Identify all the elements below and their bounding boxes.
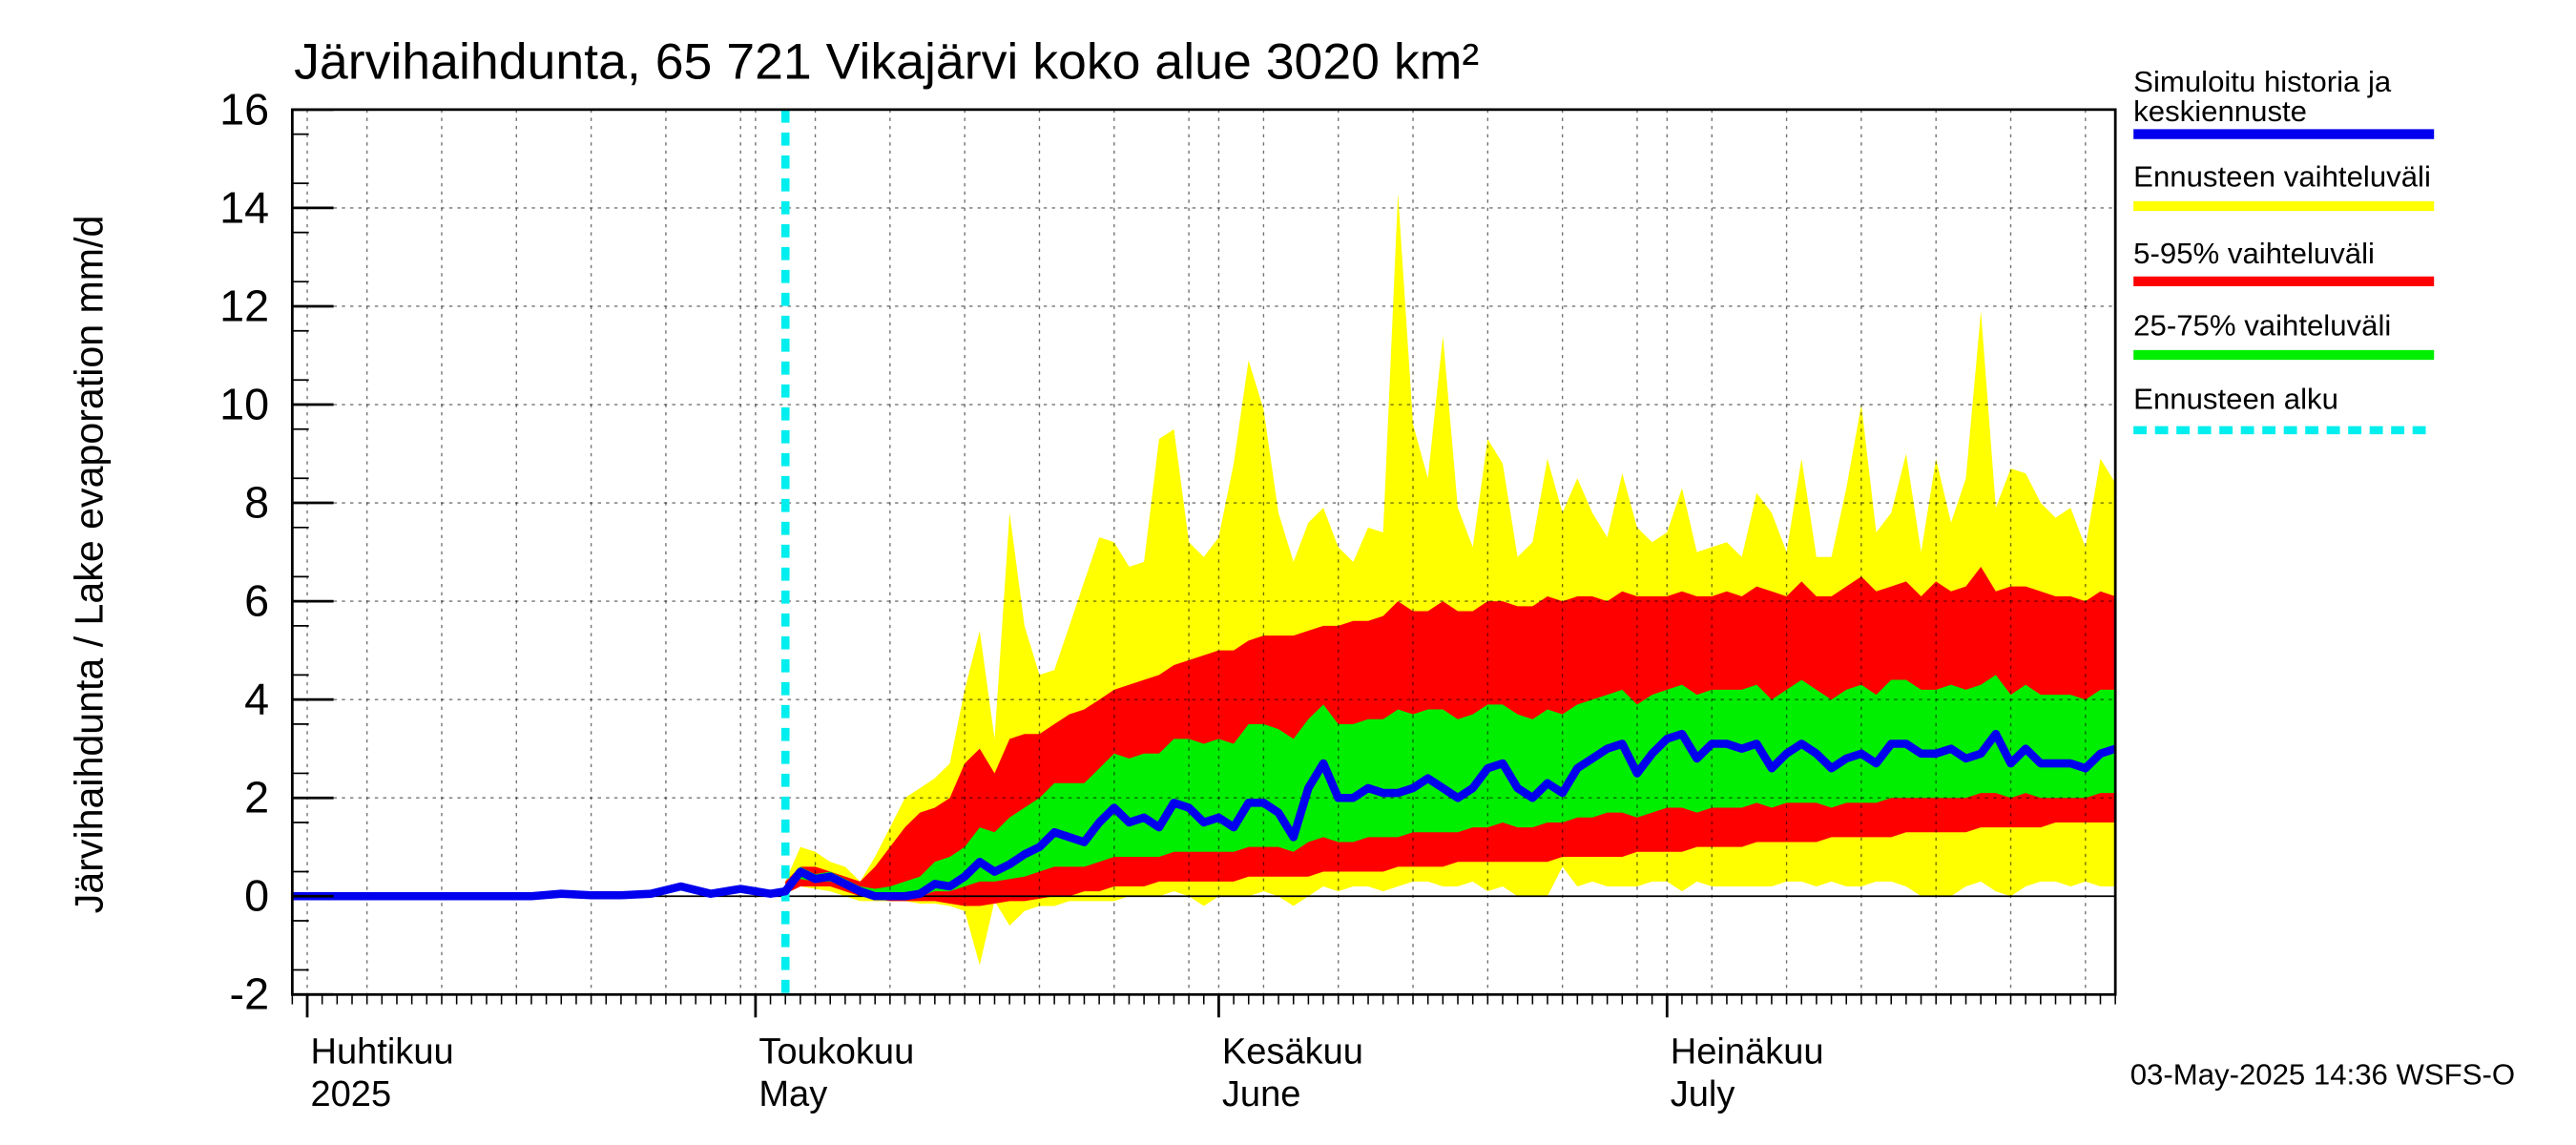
y-axis-label: Järvihaihdunta / Lake evaporation mm/d	[67, 216, 111, 914]
legend-label: Ennusteen alku	[2133, 383, 2338, 416]
y-tick-label: 16	[219, 84, 269, 134]
y-tick-label: 0	[244, 871, 269, 921]
timestamp: 03-May-2025 14:36 WSFS-O	[2130, 1058, 2515, 1092]
y-tick-label: 12	[219, 281, 269, 331]
y-tick-label: 10	[219, 380, 269, 429]
legend-label: 5-95% vaihteluväli	[2133, 237, 2375, 270]
x-month-sublabel: June	[1222, 1074, 1301, 1114]
grid-layer	[292, 109, 2116, 995]
y-tick-label: 14	[219, 183, 269, 233]
x-month-label: Kesäkuu	[1222, 1031, 1363, 1072]
y-tick-label: 8	[244, 478, 269, 528]
legend-label: 25-75% vaihteluväli	[2133, 309, 2391, 343]
line-layer	[292, 109, 2117, 995]
y-tick-label: 6	[244, 576, 269, 626]
mean-series-line	[292, 729, 2117, 901]
y-tick-label: 2	[244, 773, 269, 822]
x-month-label: Huhtikuu	[310, 1031, 453, 1072]
p25-75-band	[785, 675, 2116, 897]
legend-label: Ennusteen vaihteluväli	[2133, 160, 2431, 194]
x-month-sublabel: July	[1671, 1074, 1735, 1114]
x-month-sublabel: May	[758, 1074, 827, 1114]
y-tick-label: -2	[230, 969, 270, 1019]
x-month-label: Heinäkuu	[1671, 1031, 1824, 1072]
x-month-sublabel: 2025	[310, 1074, 391, 1114]
legend-label: keskiennuste	[2133, 94, 2307, 128]
bands-layer	[785, 193, 2116, 966]
y-tick-label: 4	[244, 675, 269, 724]
chart-title: Järvihaihdunta, 65 721 Vikajärvi koko al…	[294, 34, 1479, 91]
legend-label: Simuloitu historia ja	[2133, 65, 2392, 98]
plot-frame	[290, 108, 2117, 996]
x-month-label: Toukokuu	[758, 1031, 914, 1072]
